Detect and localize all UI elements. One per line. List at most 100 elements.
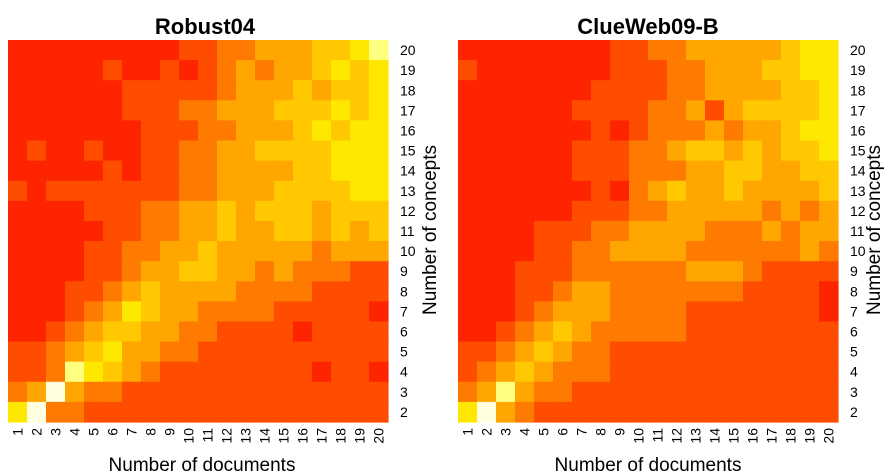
heatmap-cell [496,180,516,202]
heatmap-cell [705,40,725,61]
heatmap-cell [724,100,744,122]
heatmap-cell [122,281,142,302]
heatmap-cell [274,241,294,262]
heatmap-cell [686,80,706,101]
heatmap-cell [572,120,592,142]
heatmap-cell [705,220,725,242]
heatmap-cell [331,80,351,101]
heatmap-cell [800,40,820,61]
heatmap-cell [477,40,497,61]
heatmap-cell [122,241,142,262]
heatmap-cell [743,220,763,242]
heatmap-cell [781,241,801,262]
x-tick-label: 3 [498,428,514,436]
heatmap-cell [293,261,313,282]
heatmap-cell [534,220,554,242]
heatmap-cell [667,361,687,383]
heatmap-cell [496,321,516,343]
y-tick-label: 20 [400,42,416,58]
heatmap-cell [800,401,820,423]
heatmap-cell [648,200,668,222]
heatmap-cell [179,381,199,403]
x-tick-label: 11 [200,428,216,443]
heatmap-cell [819,321,839,343]
heatmap-cell [8,180,28,202]
heatmap-cell [27,321,47,343]
heatmap-cell [103,100,123,122]
heatmap-cell [8,100,28,122]
heatmap-cell [255,100,275,122]
heatmap-cell [781,80,801,101]
heatmap-cell [65,80,85,101]
heatmap-cell [458,120,478,142]
heatmap-cell [84,60,104,81]
y-tick-label: 17 [850,102,866,118]
heatmap-cell [629,321,649,343]
heatmap-cell [350,220,370,242]
heatmap-cell [198,301,218,323]
heatmap-cell [255,180,275,202]
heatmap-cell [198,60,218,81]
heatmap-cell [293,220,313,242]
heatmap-cell [27,40,47,61]
heatmap-cell [122,60,142,81]
heatmap-cell [705,261,725,282]
heatmap-cell [572,180,592,202]
heatmap-cell [236,361,256,383]
heatmap-cell [705,361,725,383]
heatmap-cell [610,100,630,122]
heatmap-cell [65,261,85,282]
heatmap-cell [819,241,839,262]
heatmap-cell [553,220,573,242]
heatmap-cell [686,401,706,423]
heatmap-cell [65,100,85,122]
heatmap-cell [179,301,199,323]
heatmap-cell [236,160,256,182]
heatmap-cell [236,401,256,423]
heatmap-cell [27,381,47,403]
heatmap-cell [331,321,351,343]
heatmap-cell [572,361,592,383]
heatmap-cell [819,220,839,242]
heatmap-cell [255,60,275,81]
heatmap-cell [515,200,535,222]
heatmap-cell [369,120,389,142]
heatmap-cell [515,220,535,242]
x-axis-label-clueweb: Number of documents [555,455,742,475]
heatmap-cell [160,281,180,302]
heatmap-cell [141,220,161,242]
heatmap-cell [743,301,763,323]
heatmap-cell [312,241,332,262]
y-tick-label: 16 [850,123,866,139]
heatmap-cell [160,401,180,423]
heatmap-cell [743,281,763,302]
heatmap-cell [293,321,313,343]
heatmap-cell [781,401,801,423]
heatmap-cell [179,40,199,61]
heatmap-cell [65,60,85,81]
x-tick-label: 9 [162,428,178,436]
heatmap-cell [84,341,104,363]
heatmap-cell [312,180,332,202]
y-tick-label: 19 [850,62,866,78]
heatmap-cell [800,321,820,343]
heatmap-cell [743,160,763,182]
heatmap-cell [686,321,706,343]
heatmap-cell [648,160,668,182]
y-tick-label: 13 [400,183,416,199]
heatmap-cell [312,40,332,61]
heatmap-cell [496,160,516,182]
heatmap-cell [477,381,497,403]
heatmap-cell [781,180,801,202]
x-tick-label: 19 [352,428,368,444]
heatmap-cell [217,361,237,383]
heatmap-cell [762,100,782,122]
heatmap-cell [724,220,744,242]
heatmap-cell [160,361,180,383]
heatmap-cell [255,120,275,142]
y-tick-label: 3 [850,384,858,400]
panel-robust04: Robust04 201918171615141312111098765432 … [8,14,441,475]
heatmap-cell [65,401,85,423]
heatmap-cell [312,301,332,323]
heatmap-cell [648,100,668,122]
